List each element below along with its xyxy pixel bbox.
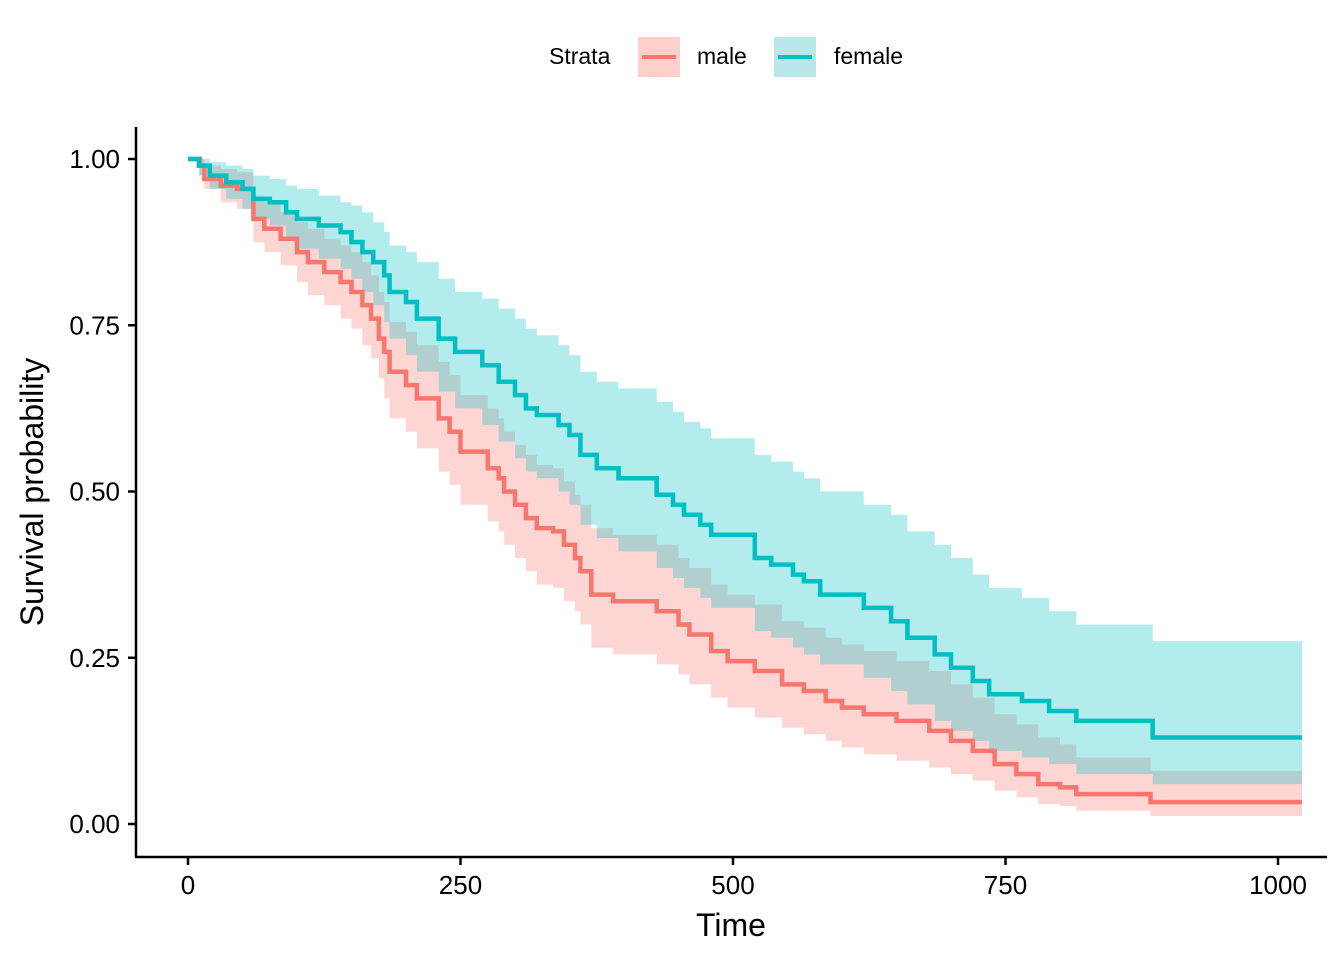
y-axis-ticks: 0.00 0.25 0.50 0.75 1.00 [69,144,136,839]
legend-title: Strata [549,43,611,69]
legend-label-female: female [834,43,903,69]
confidence-band-female [188,159,1302,785]
y-tick-label: 0.50 [69,477,120,507]
y-tick-label: 0.25 [69,643,120,673]
legend-label-male: male [697,43,747,69]
x-axis-ticks: 0 250 500 750 1000 [181,857,1307,900]
y-tick-label: 1.00 [69,144,120,174]
x-tick-label: 500 [711,870,754,900]
x-axis-title: Time [696,907,766,943]
y-tick-label: 0.00 [69,809,120,839]
y-tick-label: 0.75 [69,310,120,340]
x-tick-label: 750 [984,870,1027,900]
survival-curve-male [188,156,1302,805]
confidence-bands [188,159,1302,816]
x-tick-label: 1000 [1249,870,1307,900]
legend: Strata male female [549,37,903,77]
confidence-band-male [188,159,1302,816]
x-tick-label: 0 [181,870,195,900]
y-axis-title: Survival probability [14,358,50,627]
x-tick-label: 250 [439,870,482,900]
survival-curve-female [188,156,1302,740]
survival-curves [188,156,1302,805]
